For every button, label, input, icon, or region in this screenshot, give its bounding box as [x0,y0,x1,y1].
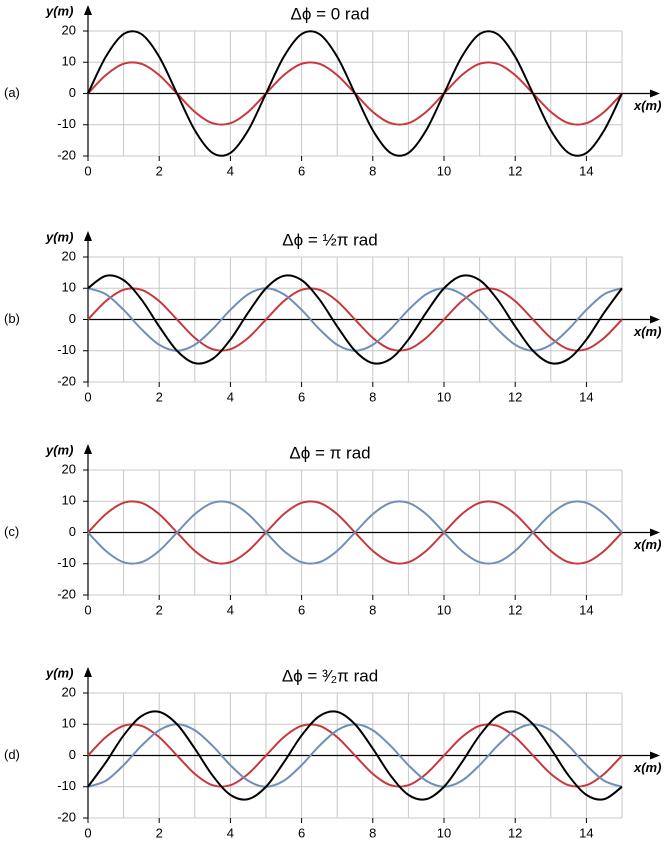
x-tick-label: 8 [369,602,376,617]
y-tick-label: 0 [69,311,76,326]
series-line [87,500,623,565]
x-tick-label: 12 [508,825,522,840]
y-axis-label: y(m) [45,229,73,244]
y-tick-label: 10 [62,716,76,731]
y-tick-label: -20 [57,809,76,824]
x-tick-label: 12 [508,602,522,617]
y-tick-label: 0 [69,85,76,100]
y-tick-label: 10 [62,493,76,508]
x-tick-label: 8 [369,163,376,178]
y-tick-label: 20 [62,22,76,37]
x-tick-label: 8 [369,389,376,404]
series-line [87,287,623,352]
y-tick-label: 0 [69,524,76,539]
panel-label: (b) [4,311,20,326]
x-tick-label: 14 [579,602,593,617]
x-tick-label: 14 [579,825,593,840]
y-tick-label: 0 [69,747,76,762]
panel-label: (c) [4,524,19,539]
chart-title: Δϕ = π rad [289,443,370,462]
y-tick-label: -10 [57,555,76,570]
y-axis-arrow [84,444,92,454]
x-axis-arrow [650,89,660,98]
x-tick-label: 0 [84,389,91,404]
x-tick-label: 0 [84,825,91,840]
y-axis-arrow [84,231,92,241]
x-tick-label: 4 [227,602,234,617]
panel-label: (a) [4,85,20,100]
x-axis-label: x(m) [633,760,661,775]
y-axis-label: y(m) [45,442,73,457]
y-tick-label: 10 [62,54,76,69]
x-axis-arrow [650,528,660,537]
series-line [87,274,623,365]
x-tick-label: 10 [437,602,451,617]
x-tick-label: 4 [227,389,234,404]
y-tick-label: -20 [57,586,76,601]
x-tick-label: 0 [84,163,91,178]
y-tick-label: -10 [57,778,76,793]
y-tick-label: 20 [62,461,76,476]
y-tick-label: -20 [57,147,76,162]
x-tick-label: 12 [508,389,522,404]
y-tick-label: -20 [57,373,76,388]
x-axis-label: x(m) [633,98,661,113]
x-tick-label: 12 [508,163,522,178]
series-line [87,710,623,801]
x-tick-label: 4 [227,163,234,178]
x-axis-label: x(m) [633,537,661,552]
x-tick-label: 6 [298,389,305,404]
x-tick-label: 0 [84,602,91,617]
x-tick-label: 14 [579,389,593,404]
y-axis-arrow [84,667,92,677]
x-tick-label: 14 [579,163,593,178]
x-tick-label: 4 [227,825,234,840]
x-axis-arrow [650,315,660,324]
x-tick-label: 6 [298,825,305,840]
chart-title: Δϕ = ³⁄₂π rad [282,666,378,685]
y-tick-label: -10 [57,116,76,131]
series-line [87,30,623,157]
chart-title: Δϕ = ½π rad [282,230,377,249]
y-axis-label: y(m) [45,665,73,680]
x-tick-label: 10 [437,389,451,404]
y-axis-arrow [84,5,92,15]
x-tick-label: 2 [156,389,163,404]
panel-label: (d) [4,747,20,762]
x-axis-arrow [650,751,660,760]
y-tick-label: 10 [62,280,76,295]
x-tick-label: 10 [437,163,451,178]
chart-title: Δϕ = 0 rad [291,4,370,23]
x-tick-label: 6 [298,163,305,178]
x-tick-label: 2 [156,825,163,840]
y-tick-label: 20 [62,248,76,263]
y-tick-label: 20 [62,684,76,699]
x-tick-label: 8 [369,825,376,840]
x-tick-label: 2 [156,602,163,617]
x-tick-label: 10 [437,825,451,840]
y-axis-label: y(m) [45,3,73,18]
series-line [87,723,623,788]
x-axis-label: x(m) [633,324,661,339]
y-tick-label: -10 [57,342,76,357]
x-tick-label: 2 [156,163,163,178]
x-tick-label: 6 [298,602,305,617]
